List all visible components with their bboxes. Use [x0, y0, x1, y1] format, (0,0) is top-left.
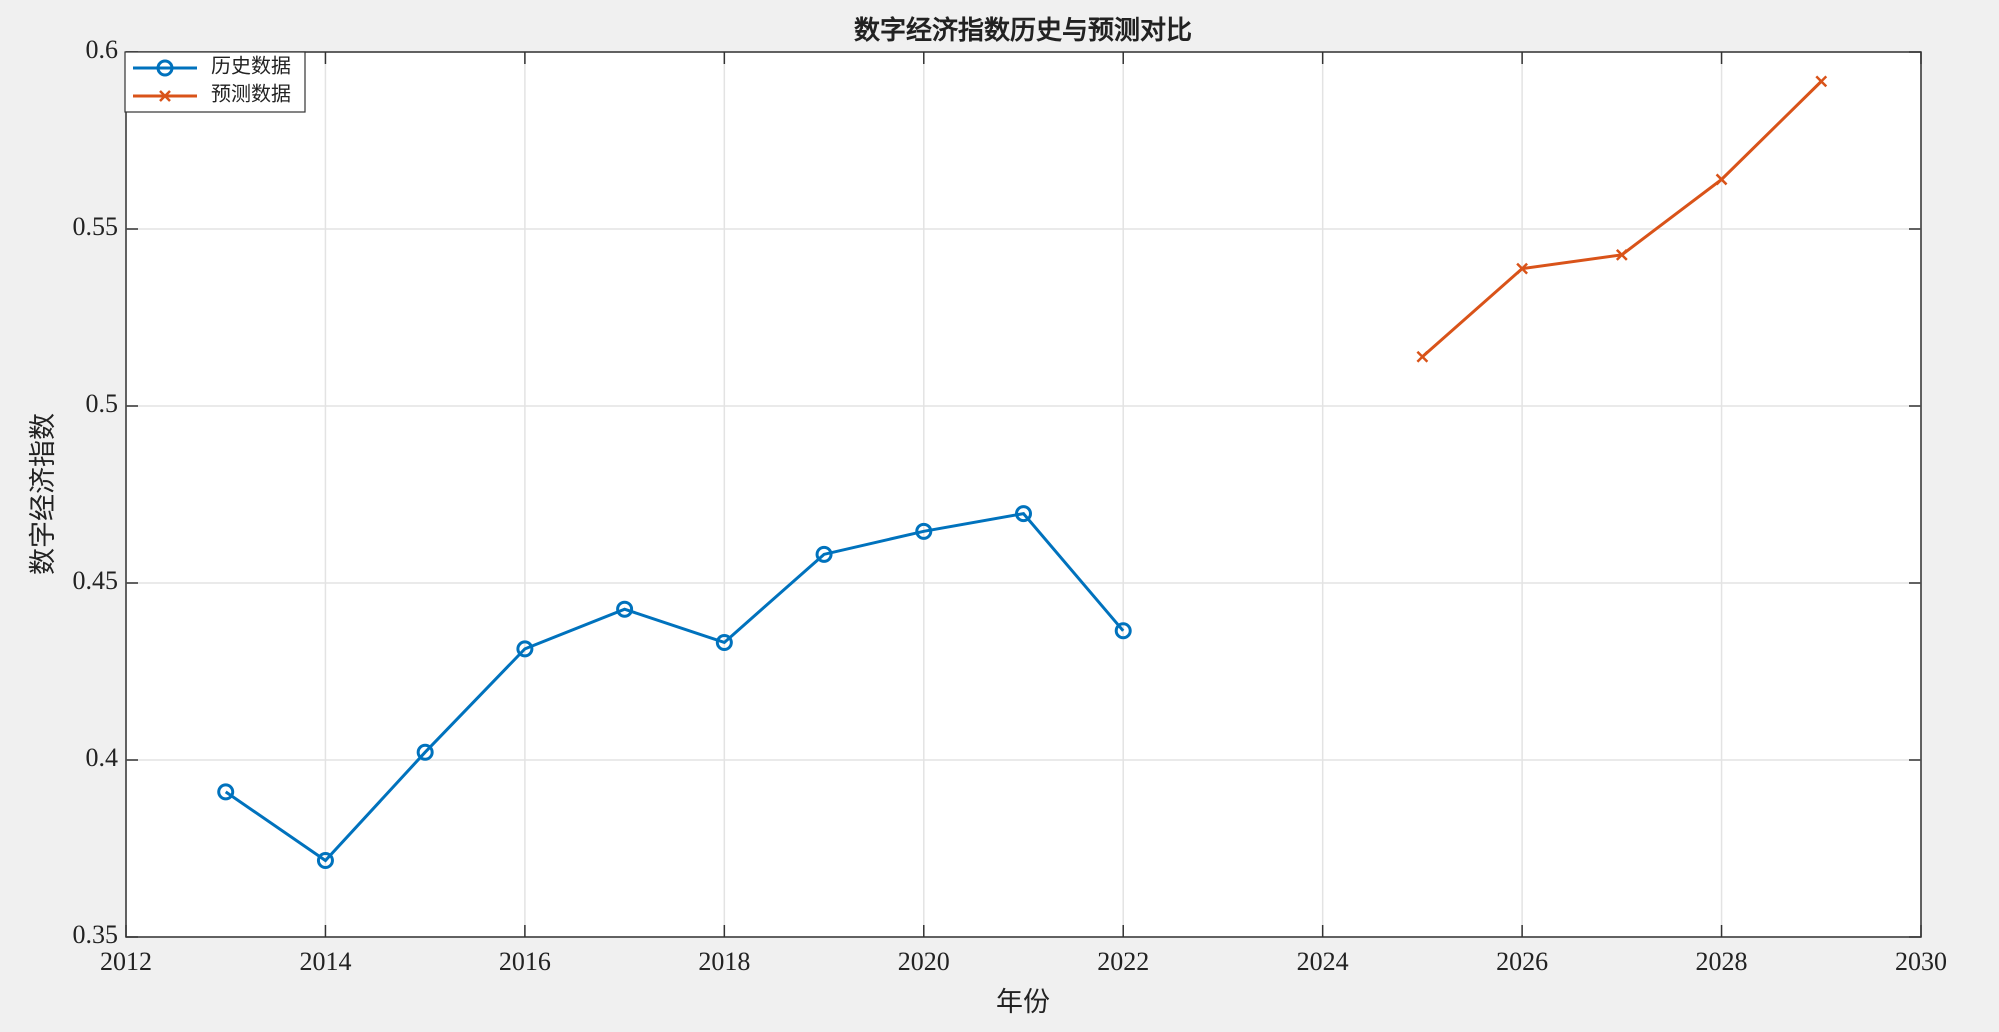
marker [1615, 248, 1628, 261]
x-tick-label: 2022 [1097, 947, 1149, 976]
plot-frame [125, 51, 1922, 938]
x-tick-label: 2012 [100, 947, 152, 976]
marker [516, 640, 534, 658]
marker [815, 545, 833, 563]
legend-label: 预测数据 [211, 83, 291, 106]
marker [217, 783, 235, 801]
data-line [224, 511, 1125, 863]
x-axis-label: 年份 [996, 987, 1050, 1017]
y-tick-label: 0.5 [86, 389, 119, 418]
marker [159, 90, 171, 102]
x-tick-label: 2024 [1297, 947, 1349, 976]
marker [416, 743, 434, 761]
x-tick-label: 2028 [1696, 947, 1748, 976]
plot-area [126, 52, 1921, 937]
marker [616, 600, 634, 618]
marker [156, 59, 174, 77]
y-tick-label: 0.6 [86, 35, 119, 64]
y-axis-label: 数字经济指数 [28, 413, 58, 575]
x-tick-label: 2018 [698, 947, 750, 976]
marker [715, 633, 733, 651]
chart-title: 数字经济指数历史与预测对比 [854, 15, 1192, 45]
marker [1815, 75, 1828, 88]
marker [316, 852, 334, 870]
marker [1715, 173, 1728, 186]
y-tick-label: 0.45 [73, 566, 119, 595]
y-tick-label: 0.35 [73, 920, 119, 949]
legend-box [124, 51, 306, 113]
marker [1416, 350, 1429, 363]
marker [1015, 505, 1032, 523]
x-tick-label: 2016 [499, 947, 551, 976]
x-tick-label: 2020 [898, 947, 950, 976]
y-tick-label: 0.55 [73, 212, 119, 241]
marker [915, 522, 933, 540]
marker [1516, 262, 1528, 275]
x-tick-label: 2014 [299, 947, 351, 976]
legend-label: 历史数据 [211, 55, 291, 78]
marker [1114, 622, 1132, 640]
x-tick-label: 2030 [1895, 947, 1947, 976]
x-tick-label: 2026 [1496, 947, 1548, 976]
y-tick-label: 0.4 [86, 743, 119, 772]
